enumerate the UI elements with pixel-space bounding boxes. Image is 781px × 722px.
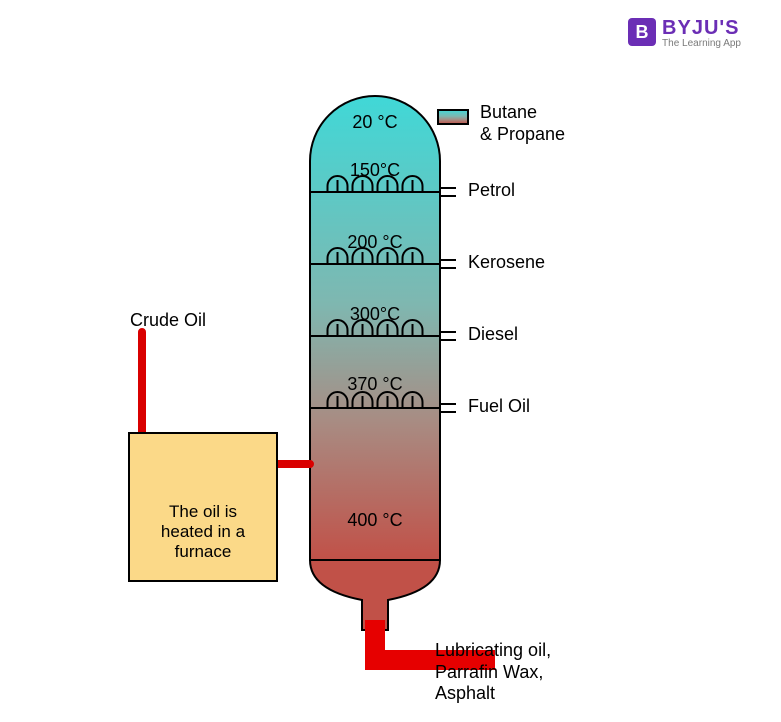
temp-3: 300°C [310,304,440,325]
top-outlet-pipe [438,110,468,124]
product-label-3: Fuel Oil [468,396,530,418]
product-label-1: Kerosene [468,252,545,274]
temp-1: 150°C [310,160,440,181]
column-bottom-funnel [310,560,440,630]
temp-extra-1: 400 °C [310,510,440,531]
temp-0: 20 °C [310,112,440,133]
furnace-caption: The oil isheated in afurnace [161,502,245,561]
product-label-0: Petrol [468,180,515,202]
temp-2: 200 °C [310,232,440,253]
crude-oil-label: Crude Oil [130,310,206,332]
distillation-diagram [0,0,781,722]
product-label-2: Diesel [468,324,518,346]
product-label-bottom: Lubricating oil,Parrafin Wax,Asphalt [435,640,551,705]
product-label-top: Butane& Propane [480,102,565,145]
temp-extra-0: 370 °C [310,374,440,395]
furnace: The oil isheated in afurnace [128,432,278,582]
